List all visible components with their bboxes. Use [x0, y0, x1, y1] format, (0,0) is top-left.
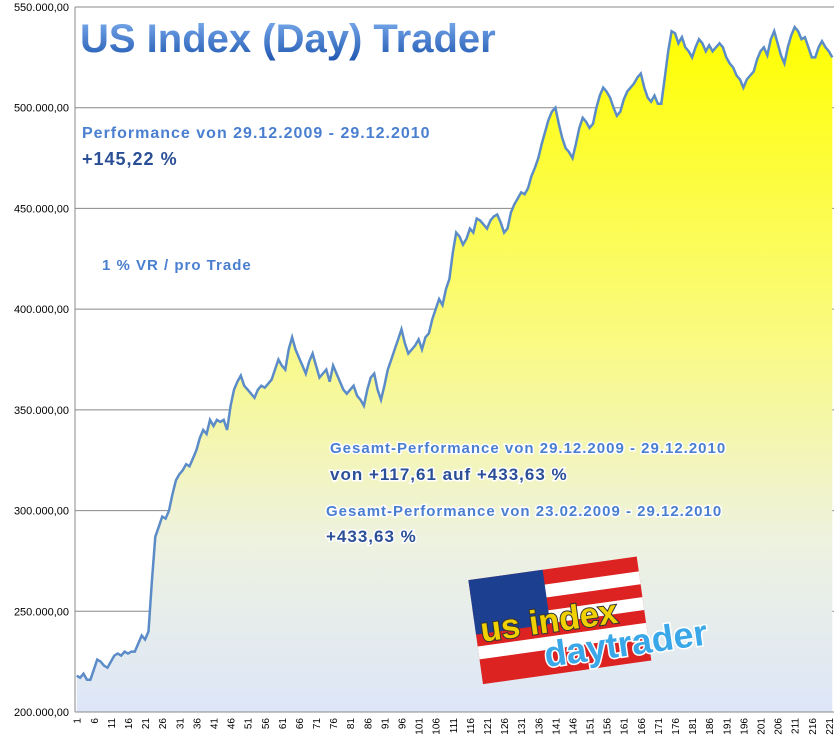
x-tick-label: 56 [261, 718, 272, 730]
x-tick-label: 141 [551, 718, 562, 735]
x-tick-label: 216 [808, 718, 819, 735]
flag-canton [468, 569, 551, 635]
y-tick-label: 500.000,00 [14, 103, 69, 115]
x-tick-label: 81 [346, 718, 357, 730]
annotation: +433,63 % [326, 527, 417, 546]
area [76, 27, 833, 713]
x-tick-label: 66 [295, 718, 306, 730]
x-tick-label: 211 [791, 718, 802, 734]
x-tick-label: 96 [398, 718, 409, 730]
x-tick-label: 171 [654, 718, 665, 735]
x-tick-label: 201 [756, 718, 767, 735]
plot [76, 24, 834, 713]
x-tick-label: 31 [175, 718, 186, 730]
x-tick-label: 71 [312, 718, 323, 730]
x-tick-label: 106 [432, 718, 443, 735]
y-tick-label: 450.000,00 [14, 203, 69, 215]
x-tick-label: 1 [73, 718, 84, 724]
x-tick-label: 166 [637, 718, 648, 735]
annotation: Gesamt-Performance von 23.02.2009 - 29.1… [326, 503, 722, 520]
x-tick-label: 76 [329, 718, 340, 730]
y-tick-label: 300.000,00 [14, 506, 69, 518]
x-tick-label: 16 [124, 718, 135, 730]
y-tick-label: 400.000,00 [14, 304, 69, 316]
x-tick-label: 101 [415, 718, 426, 735]
y-tick-label: 250.000,00 [14, 606, 69, 618]
x-tick-label: 126 [500, 718, 511, 735]
annotation: Gesamt-Performance von 29.12.2009 - 29.1… [330, 440, 726, 457]
x-tick-label: 221 [825, 718, 836, 735]
x-tick-label: 26 [158, 718, 169, 730]
x-tick-label: 161 [620, 718, 631, 735]
x-tick-label: 156 [603, 718, 614, 735]
x-tick-label: 121 [483, 718, 494, 735]
x-tick-label: 191 [722, 718, 733, 735]
y-tick-label: 550.000,00 [14, 2, 69, 14]
line [76, 24, 834, 682]
x-tick-label: 181 [688, 718, 699, 735]
x-tick-label: 41 [209, 718, 220, 730]
x-tick-label: 206 [774, 718, 785, 735]
annotation: Performance von 29.12.2009 - 29.12.2010 [82, 125, 431, 142]
x-tick-label: 21 [141, 718, 152, 730]
logo: us index daytrader [468, 556, 711, 685]
x-tick-label: 36 [192, 718, 203, 730]
x-tick-label: 131 [517, 718, 528, 735]
x-tick-label: 11 [107, 718, 118, 729]
x-tick-label: 136 [534, 718, 545, 735]
x-tick-label: 176 [671, 718, 682, 735]
x-tick-label: 186 [705, 718, 716, 735]
x-tick-label: 61 [278, 718, 289, 730]
x-tick-label: 91 [380, 718, 391, 730]
x-tick-label: 111 [449, 718, 460, 734]
y-tick-label: 350.000,00 [14, 405, 69, 417]
x-tick-label: 51 [244, 718, 255, 730]
annotation: +145,22 % [82, 149, 178, 169]
annotation: von +117,61 auf +433,63 % [330, 465, 568, 484]
y-tick-label: 200.000,00 [14, 707, 69, 719]
x-tick-label: 116 [466, 718, 477, 734]
x-tick-label: 86 [363, 718, 374, 730]
x-tick-label: 46 [227, 718, 238, 730]
chart-title: US Index (Day) Trader [80, 17, 496, 61]
x-tick-label: 196 [739, 718, 750, 735]
x-tick-label: 6 [90, 718, 101, 724]
annotation: 1 % VR / pro Trade [102, 257, 252, 274]
x-tick-label: 151 [586, 718, 597, 735]
ticks: 200.000,00 250.000,00 300.000,00 350.000,00… [14, 2, 836, 735]
x-tick-label: 146 [568, 718, 579, 735]
flag-stripe [477, 622, 648, 660]
